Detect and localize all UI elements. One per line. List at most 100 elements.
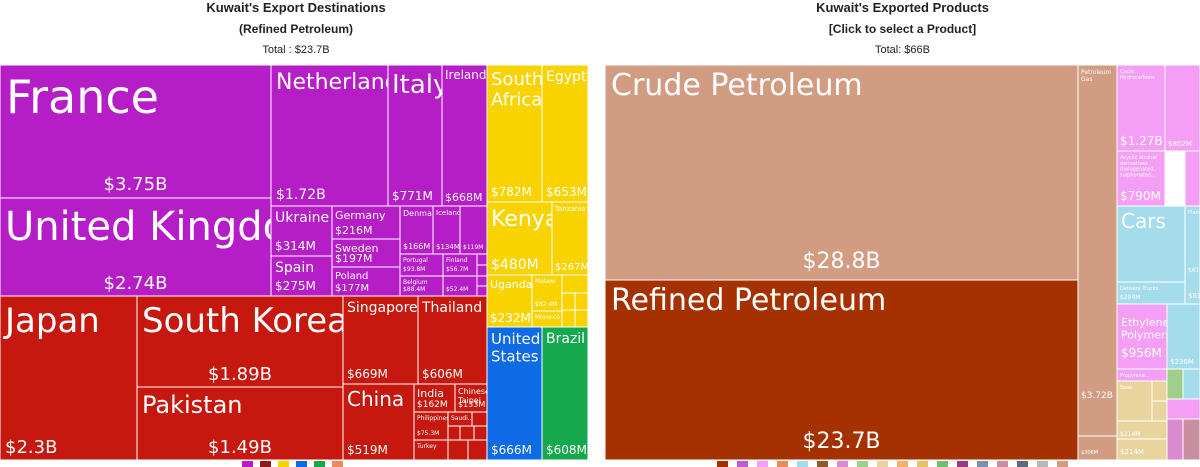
cell-name: Belgium	[403, 279, 428, 286]
treemap-cell-uganda[interactable]	[486, 274, 533, 328]
treemap-cell-chinese-taipei[interactable]	[454, 383, 488, 413]
cell-value: $216M	[335, 224, 373, 237]
treemap-cell-236m[interactable]	[1166, 303, 1200, 370]
treemap-cell-china[interactable]	[342, 383, 415, 461]
treemap-cell-poland[interactable]	[331, 266, 401, 297]
cell-name: Philippines	[417, 415, 449, 422]
small-cell[interactable]	[476, 253, 488, 266]
legend-swatch[interactable]	[797, 461, 808, 467]
cell-value: $214M	[1120, 448, 1144, 456]
treemap-cell-acyclic-alcohol-derivatives-halogenated-sulphonated[interactable]	[1116, 150, 1166, 207]
treemap-cell-south-korea[interactable]	[136, 295, 344, 388]
treemap-cell-singapore[interactable]	[342, 295, 419, 385]
legend-swatch[interactable]	[837, 461, 848, 467]
small-cell[interactable]	[476, 264, 488, 277]
legend-swatch[interactable]	[917, 461, 928, 467]
small-cell[interactable]	[471, 411, 488, 427]
cell-name: Chinese	[458, 387, 490, 396]
treemap-cell-malawi[interactable]	[531, 274, 563, 312]
legend-swatch[interactable]	[296, 461, 307, 467]
cell-value: $267M	[555, 262, 589, 273]
treemap-cell-iceland[interactable]	[432, 205, 461, 255]
cell-value: $88.4M	[403, 286, 425, 293]
legend-swatch[interactable]	[877, 461, 888, 467]
legend-swatch[interactable]	[260, 461, 271, 467]
legend-swatch[interactable]	[278, 461, 289, 467]
chart-title: Kuwait's Export Destinations	[206, 0, 386, 15]
treemap-cell-kenya[interactable]	[486, 201, 553, 276]
treemap-cell-tanzania[interactable]	[551, 201, 589, 276]
treemap-cell-germany[interactable]	[331, 205, 401, 240]
cell-name: China	[347, 387, 404, 411]
cell-value: $668M	[445, 191, 483, 204]
legend-swatch[interactable]	[717, 461, 728, 467]
legend-swatch[interactable]	[737, 461, 748, 467]
cell-name: Egypt	[546, 69, 587, 85]
treemap-cell-802m[interactable]	[1164, 64, 1200, 152]
treemap-cell-netherlands[interactable]	[270, 64, 389, 207]
treemap-cell-japan[interactable]	[0, 295, 138, 461]
cell-name: France	[6, 70, 159, 124]
cell-value: $119M	[463, 244, 483, 251]
legend-swatch[interactable]	[897, 461, 908, 467]
cell-name: Tanzania	[554, 205, 585, 213]
legend-swatch[interactable]	[1037, 461, 1048, 467]
small-cell[interactable]	[447, 439, 469, 461]
treemap-cell-italy[interactable]	[387, 64, 443, 207]
legend-swatch[interactable]	[957, 461, 968, 467]
cell-value: $956M	[1121, 346, 1162, 360]
small-cell[interactable]	[476, 275, 488, 287]
legend-swatch[interactable]	[937, 461, 948, 467]
legend-swatch[interactable]	[777, 461, 788, 467]
treemap-cell-united-kingdom[interactable]	[0, 197, 272, 297]
small-cell[interactable]	[447, 425, 461, 441]
treemap-cell-refined-petroleum[interactable]	[605, 279, 1079, 461]
small-cell[interactable]	[1151, 400, 1168, 422]
treemap-cell-delivery-trucks[interactable]	[1116, 281, 1186, 305]
chart-subtitle[interactable]: [Click to select a Product]	[828, 22, 977, 36]
small-cell[interactable]	[467, 439, 488, 461]
legend-swatch[interactable]	[997, 461, 1008, 467]
legend-swatch[interactable]	[314, 461, 325, 467]
legend-swatch[interactable]	[1057, 461, 1068, 467]
cell-value: $2.3B	[5, 437, 57, 458]
small-cell[interactable]	[561, 292, 576, 311]
small-cell[interactable]	[1166, 418, 1184, 461]
cell-name: Ireland	[445, 68, 487, 82]
small-cell[interactable]	[574, 309, 589, 328]
cell-value: $162M	[417, 400, 448, 410]
small-cell[interactable]	[459, 425, 475, 441]
legend-swatch[interactable]	[242, 461, 253, 467]
treemap-cell-france[interactable]	[0, 64, 272, 199]
treemap-cell-egypt[interactable]	[541, 64, 589, 203]
legend-swatch[interactable]	[757, 461, 768, 467]
small-cell[interactable]	[574, 292, 589, 311]
legend-swatch[interactable]	[332, 461, 343, 467]
small-cell[interactable]	[1166, 368, 1184, 400]
treemap-cell-ethylene-polymers[interactable]	[1116, 303, 1168, 370]
legend-swatch[interactable]	[977, 461, 988, 467]
small-cell[interactable]	[1077, 435, 1118, 461]
treemap-cell-planes[interactable]	[1184, 205, 1200, 305]
legend-swatch[interactable]	[857, 461, 868, 467]
small-cell[interactable]	[1182, 368, 1200, 400]
legend-swatch[interactable]	[1017, 461, 1028, 467]
small-cell[interactable]	[473, 425, 488, 441]
cell-name: Spain	[275, 260, 314, 276]
treemap-cell-ireland[interactable]	[441, 64, 488, 207]
small-cell[interactable]	[1184, 150, 1200, 207]
small-cell[interactable]	[1166, 398, 1200, 420]
legend-swatch[interactable]	[817, 461, 828, 467]
cell-name: Polymers	[1121, 329, 1172, 342]
chart-title: Kuwait's Exported Products	[816, 0, 989, 15]
cell-value: $669M	[347, 367, 388, 381]
cell-value: $56.7M	[446, 266, 468, 273]
small-cell[interactable]	[1151, 380, 1168, 402]
small-cell[interactable]	[561, 309, 576, 328]
small-cell[interactable]	[476, 285, 488, 297]
treemap-cell-soap[interactable]	[1116, 380, 1153, 422]
cell-name: Delivery Trucks	[1120, 286, 1159, 292]
small-cell[interactable]	[561, 274, 589, 294]
small-cell[interactable]	[1182, 418, 1200, 461]
